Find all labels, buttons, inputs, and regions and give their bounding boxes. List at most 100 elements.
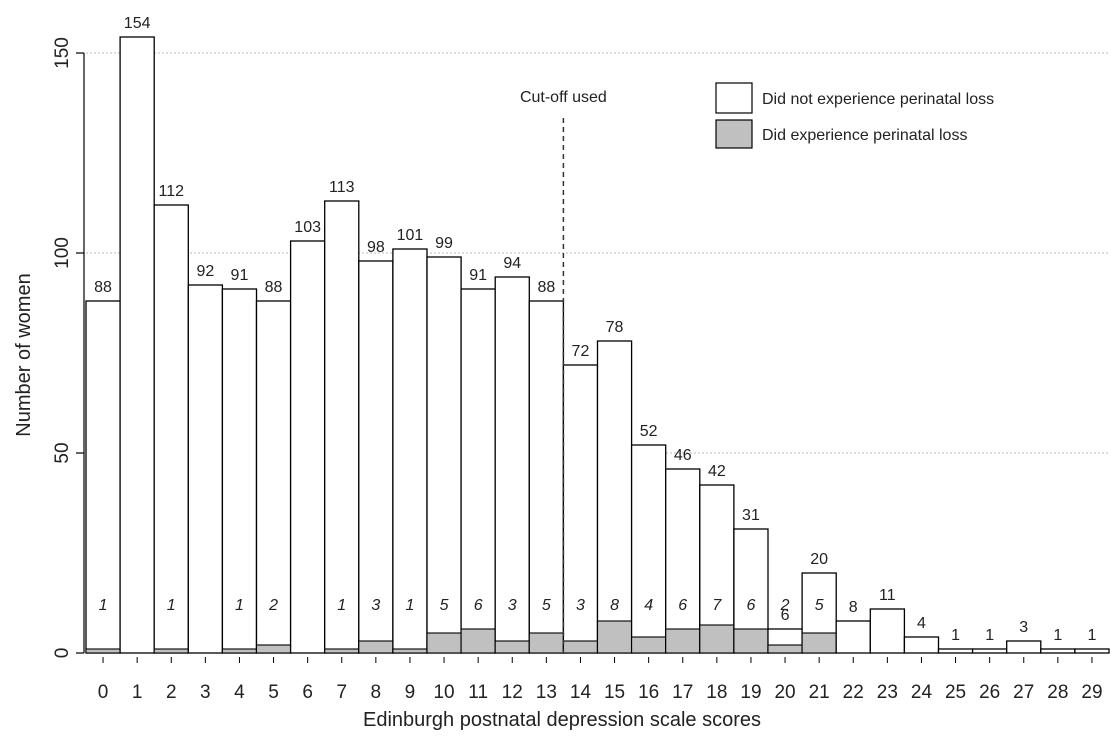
- x-tick-label-10: 10: [433, 682, 454, 703]
- data-label-no-loss-10: 99: [435, 235, 453, 252]
- x-axis-title: Edinburgh postnatal depression scale sco…: [363, 709, 761, 731]
- data-label-loss-10: 5: [440, 597, 449, 614]
- bar-loss-11: [460, 628, 496, 654]
- data-label-no-loss-22: 8: [849, 599, 858, 616]
- x-tick-label-8: 8: [371, 682, 382, 703]
- x-tick-label-25: 25: [945, 682, 966, 703]
- data-label-no-loss-18: 42: [708, 463, 726, 480]
- data-label-no-loss-19: 31: [742, 507, 760, 524]
- bar-loss-10: [426, 632, 462, 654]
- bar-no-loss-6: [289, 240, 326, 654]
- x-tick-label-24: 24: [911, 682, 933, 703]
- data-label-no-loss-14: 72: [572, 343, 590, 360]
- bar-no-loss-8: [358, 260, 394, 654]
- x-tick-label-16: 16: [638, 682, 659, 703]
- legend: Did not experience perinatal loss Did ex…: [715, 82, 994, 149]
- bar-loss-7: [324, 648, 360, 654]
- bar-no-loss-10: [426, 256, 462, 654]
- x-tick-label-3: 3: [200, 682, 211, 703]
- bar-loss-18: [699, 624, 735, 654]
- y-tick-label-0: 0: [52, 648, 73, 659]
- data-label-no-loss-3: 92: [196, 263, 214, 280]
- data-label-loss-20: 2: [780, 597, 790, 614]
- x-tick-label-17: 17: [672, 682, 693, 703]
- x-tick-label-19: 19: [740, 682, 761, 703]
- x-tick-label-4: 4: [234, 682, 245, 703]
- bar-no-loss-22: [835, 620, 871, 654]
- legend-swatch-loss: [715, 119, 753, 149]
- data-label-no-loss-9: 101: [397, 227, 424, 244]
- data-label-loss-12: 3: [508, 597, 517, 614]
- data-label-no-loss-8: 98: [367, 239, 385, 256]
- data-label-loss-4: 1: [235, 597, 244, 614]
- bar-no-loss-27: [1006, 640, 1042, 654]
- bar-no-loss-16: [630, 444, 667, 654]
- bar-no-loss-12: [494, 276, 530, 654]
- x-tick-label-15: 15: [604, 682, 625, 703]
- data-label-no-loss-15: 78: [606, 319, 624, 336]
- y-tick-label-100: 100: [52, 237, 73, 269]
- x-tick-label-7: 7: [336, 682, 347, 703]
- data-label-loss-16: 4: [644, 597, 653, 614]
- bar-loss-17: [665, 628, 701, 654]
- data-label-no-loss-6: 103: [294, 219, 321, 236]
- data-label-no-loss-26: 1: [985, 627, 994, 644]
- bar-no-loss-23: [869, 608, 906, 654]
- legend-label-loss: Did experience perinatal loss: [762, 127, 967, 144]
- data-label-no-loss-11: 91: [469, 267, 487, 284]
- bar-loss-20: [767, 644, 803, 654]
- bar-loss-4: [221, 648, 258, 654]
- data-label-no-loss-27: 3: [1019, 619, 1028, 636]
- data-label-no-loss-16: 52: [640, 423, 658, 440]
- x-tick-label-29: 29: [1081, 682, 1102, 703]
- bar-no-loss-28: [1040, 648, 1076, 654]
- legend-label-no-loss: Did not experience perinatal loss: [762, 91, 994, 108]
- data-label-no-loss-29: 1: [1087, 627, 1096, 644]
- bar-loss-9: [392, 648, 428, 654]
- x-tick-label-9: 9: [405, 682, 416, 703]
- x-tick-label-18: 18: [706, 682, 727, 703]
- data-label-loss-7: 1: [337, 597, 346, 614]
- bar-no-loss-15: [596, 340, 633, 654]
- data-label-loss-18: 7: [712, 597, 722, 614]
- data-label-no-loss-5: 88: [265, 279, 283, 296]
- cutoff-marker: Cut-off used: [520, 89, 607, 653]
- data-label-no-loss-0: 88: [94, 279, 112, 296]
- data-label-no-loss-23: 11: [879, 587, 896, 604]
- bar-loss-13: [528, 632, 564, 654]
- bar-no-loss-7: [324, 200, 360, 654]
- data-label-loss-0: 1: [99, 597, 108, 614]
- data-label-loss-11: 6: [474, 597, 483, 614]
- data-label-loss-5: 2: [268, 597, 278, 614]
- bar-no-loss-13: [528, 300, 565, 654]
- x-tick-label-26: 26: [979, 682, 1000, 703]
- x-tick-label-12: 12: [502, 682, 523, 703]
- bar-loss-19: [733, 628, 769, 654]
- data-label-no-loss-4: 91: [231, 267, 249, 284]
- bar-no-loss-0: [85, 300, 121, 654]
- bar-loss-5: [255, 644, 292, 654]
- bar-no-loss-1: [119, 36, 155, 654]
- bar-loss-8: [358, 640, 394, 654]
- data-label-no-loss-25: 1: [951, 627, 960, 644]
- data-label-loss-17: 6: [678, 597, 687, 614]
- bar-no-loss-11: [460, 288, 496, 654]
- data-label-no-loss-12: 94: [503, 255, 521, 272]
- y-tick-label-50: 50: [52, 442, 73, 463]
- x-tick-label-1: 1: [132, 682, 143, 703]
- data-label-loss-14: 3: [576, 597, 585, 614]
- x-tick-label-11: 11: [468, 682, 488, 703]
- x-tick-label-14: 14: [570, 682, 592, 703]
- bar-loss-21: [801, 632, 837, 654]
- x-tick-label-22: 22: [843, 682, 864, 703]
- data-label-no-loss-20: 6: [781, 607, 790, 624]
- data-label-loss-15: 8: [610, 597, 619, 614]
- x-tick-label-2: 2: [166, 682, 177, 703]
- x-tick-label-27: 27: [1013, 682, 1034, 703]
- bar-no-loss-26: [971, 648, 1008, 654]
- x-tick-label-6: 6: [302, 682, 313, 703]
- x-tick-label-20: 20: [774, 682, 795, 703]
- bar-loss-15: [596, 620, 633, 654]
